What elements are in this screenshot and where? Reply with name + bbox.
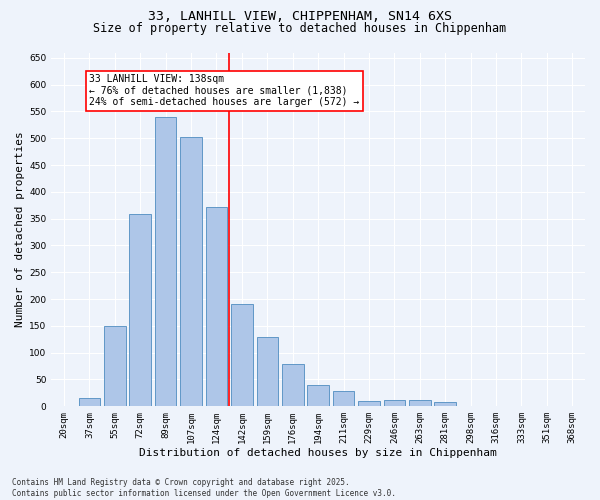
Bar xyxy=(104,326,125,406)
Bar xyxy=(79,398,100,406)
Text: 33 LANHILL VIEW: 138sqm
← 76% of detached houses are smaller (1,838)
24% of semi: 33 LANHILL VIEW: 138sqm ← 76% of detache… xyxy=(89,74,359,107)
Bar xyxy=(282,364,304,406)
Text: Size of property relative to detached houses in Chippenham: Size of property relative to detached ho… xyxy=(94,22,506,35)
Bar xyxy=(130,214,151,406)
Bar xyxy=(206,207,227,406)
Bar xyxy=(307,385,329,406)
Bar xyxy=(333,391,355,406)
Bar xyxy=(180,136,202,406)
Text: 33, LANHILL VIEW, CHIPPENHAM, SN14 6XS: 33, LANHILL VIEW, CHIPPENHAM, SN14 6XS xyxy=(148,10,452,23)
Bar xyxy=(409,400,431,406)
Y-axis label: Number of detached properties: Number of detached properties xyxy=(15,132,25,327)
Bar xyxy=(434,402,456,406)
Bar xyxy=(358,401,380,406)
Text: Contains HM Land Registry data © Crown copyright and database right 2025.
Contai: Contains HM Land Registry data © Crown c… xyxy=(12,478,396,498)
Bar xyxy=(155,117,176,406)
Bar xyxy=(383,400,405,406)
Bar xyxy=(231,304,253,406)
Bar xyxy=(257,336,278,406)
X-axis label: Distribution of detached houses by size in Chippenham: Distribution of detached houses by size … xyxy=(139,448,497,458)
